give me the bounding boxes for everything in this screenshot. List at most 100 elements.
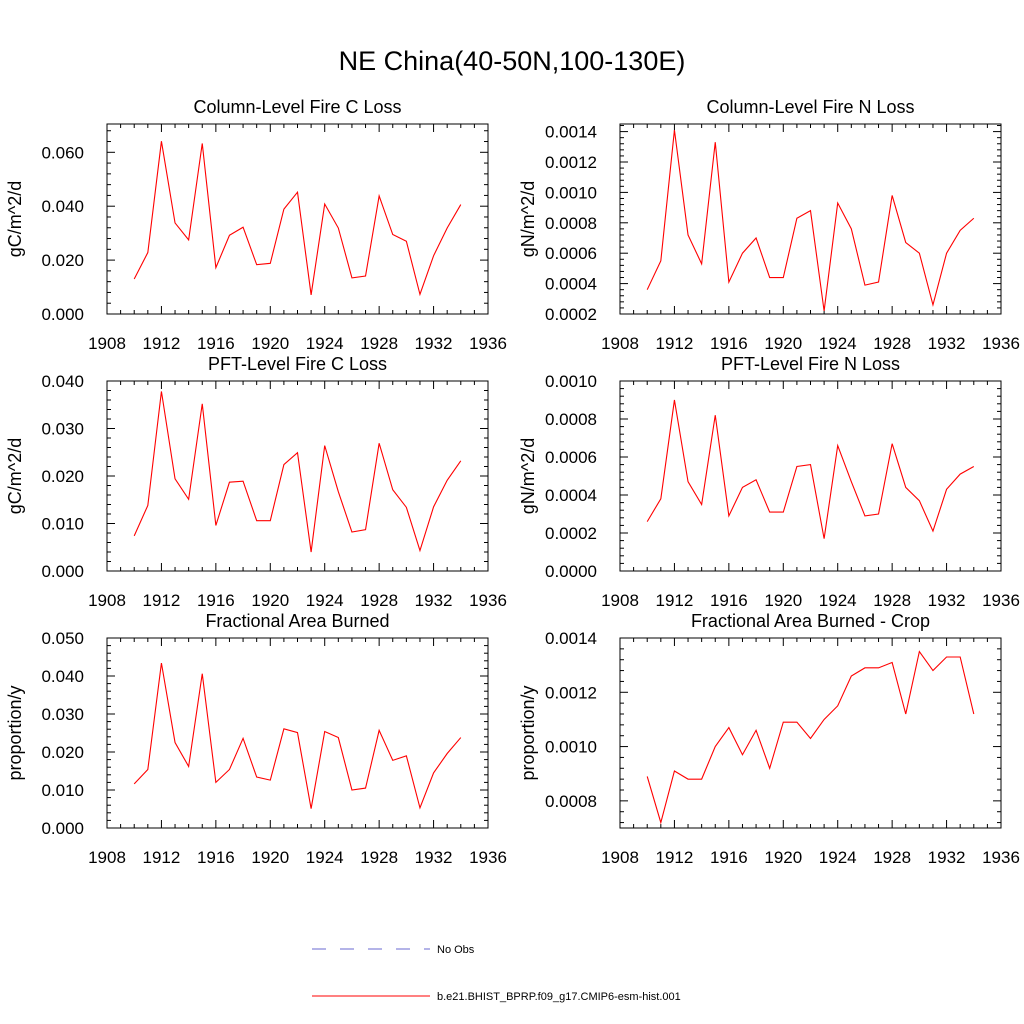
x-tick-label: 1916 [197,848,235,867]
y-axis-label: gC/m^2/d [5,181,25,257]
x-tick-label: 1928 [360,334,398,353]
legend-label: No Obs [437,944,475,956]
x-tick-label: 1912 [143,848,181,867]
x-tick-label: 1936 [982,334,1020,353]
plot-frame [619,123,1002,315]
x-tick-label: 1928 [360,591,398,610]
plot-frame [106,123,489,315]
x-tick-label: 1908 [601,848,639,867]
x-tick-label: 1924 [306,334,344,353]
x-tick-label: 1928 [360,848,398,867]
y-axis-label: proportion/y [518,685,538,780]
x-tick-label: 1920 [764,591,802,610]
x-tick-label: 1920 [764,848,802,867]
series-line [646,130,975,312]
y-tick-label: 0.0014 [545,629,597,648]
x-tick-label: 1932 [415,848,453,867]
y-tick-label: 0.0008 [545,792,597,811]
y-tick-label: 0.030 [41,420,84,439]
chart-panel-1: Column-Level Fire C Loss gC/m^2/d 1908 1912… [5,97,507,353]
y-tick-label: 0.0012 [545,683,597,702]
y-tick-label: 0.0012 [545,153,597,172]
x-tick-label: 1936 [469,334,507,353]
x-tick-label: 1916 [710,591,748,610]
y-tick-label: 0.040 [41,372,84,391]
series-line [646,399,975,539]
x-tick-label: 1932 [928,591,966,610]
x-tick-label: 1920 [251,334,289,353]
x-tick-label: 1912 [656,848,694,867]
y-tick-label: 0.0000 [545,562,597,581]
x-tick-label: 1936 [469,591,507,610]
y-tick-label: 0.0010 [545,372,597,391]
x-tick-label: 1936 [982,591,1020,610]
x-tick-label: 1924 [306,848,344,867]
x-tick-label: 1932 [928,334,966,353]
legend: No Obs b.e21.BHIST_BPRP.f09_g17.CMIP6-esm… [312,944,681,1003]
x-tick-label: 1924 [819,848,857,867]
chart-panel-5: Fractional Area Burned proportion/y 1908 19… [5,611,507,867]
y-tick-label: 0.0008 [545,410,597,429]
y-tick-label: 0.030 [41,705,84,724]
x-tick-label: 1928 [873,848,911,867]
x-tick-label: 1912 [656,591,694,610]
y-tick-label: 0.050 [41,629,84,648]
x-tick-label: 1932 [928,848,966,867]
y-axis-label: proportion/y [5,685,25,780]
y-tick-label: 0.040 [41,667,84,686]
x-tick-label: 1928 [873,334,911,353]
x-tick-label: 1916 [197,334,235,353]
chart-panel-6: Fractional Area Burned - Crop proportion/… [518,611,1020,867]
x-tick-label: 1912 [143,334,181,353]
y-tick-label: 0.040 [41,197,84,216]
plot-frame [106,380,489,572]
panel-title: PFT-Level Fire C Loss [208,354,387,374]
y-axis-label: gC/m^2/d [5,438,25,514]
y-tick-label: 0.0002 [545,524,597,543]
x-tick-label: 1924 [819,591,857,610]
x-tick-label: 1920 [251,848,289,867]
y-tick-label: 0.0004 [545,275,597,294]
y-tick-label: 0.0006 [545,448,597,467]
y-tick-label: 0.0002 [545,305,597,324]
x-tick-label: 1924 [306,591,344,610]
x-tick-label: 1912 [656,334,694,353]
chart-panel-4: PFT-Level Fire N Loss gN/m^2/d 1908 1912 191… [518,354,1020,610]
plot-frame [106,637,489,829]
y-tick-label: 0.000 [41,819,84,838]
x-tick-label: 1920 [251,591,289,610]
page-title: NE China(40-50N,100-130E) [338,46,686,76]
y-axis-label: gN/m^2/d [518,438,538,514]
x-tick-label: 1908 [88,334,126,353]
panel-title: Fractional Area Burned - Crop [691,611,930,631]
y-tick-label: 0.010 [41,515,84,534]
y-tick-label: 0.000 [41,562,84,581]
y-tick-label: 0.060 [41,143,84,162]
y-tick-label: 0.0004 [545,486,597,505]
x-tick-label: 1916 [710,848,748,867]
x-tick-label: 1916 [197,591,235,610]
series-line [133,391,462,553]
chart-panel-2: Column-Level Fire N Loss gN/m^2/d 1908 1912… [518,97,1020,353]
chart-panel-3: PFT-Level Fire C Loss gC/m^2/d 1908 1912 191… [5,354,507,610]
y-tick-label: 0.0014 [545,123,597,142]
series-line [133,662,462,810]
x-tick-label: 1924 [819,334,857,353]
x-tick-label: 1908 [601,334,639,353]
legend-label: b.e21.BHIST_BPRP.f09_g17.CMIP6-esm-hist.… [437,991,681,1003]
x-tick-label: 1928 [873,591,911,610]
x-tick-label: 1932 [415,591,453,610]
y-tick-label: 0.0006 [545,244,597,263]
y-tick-label: 0.0008 [545,214,597,233]
series-line [133,141,462,297]
x-tick-label: 1936 [469,848,507,867]
x-tick-label: 1908 [601,591,639,610]
panel-title: Column-Level Fire C Loss [193,97,401,117]
y-tick-label: 0.000 [41,305,84,324]
y-tick-label: 0.020 [41,467,84,486]
x-tick-label: 1908 [88,591,126,610]
x-tick-label: 1912 [143,591,181,610]
x-tick-label: 1908 [88,848,126,867]
